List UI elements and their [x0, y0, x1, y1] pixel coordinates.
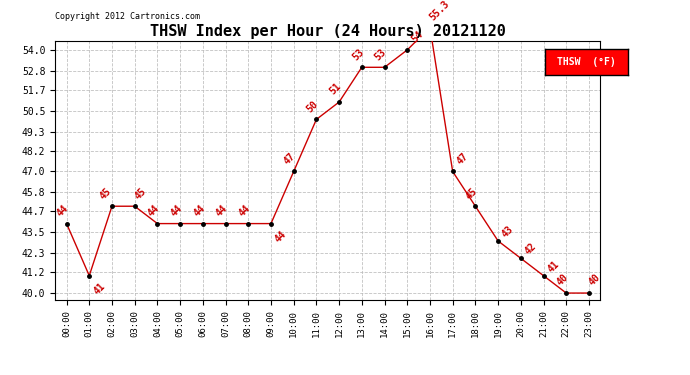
Text: 44: 44: [237, 203, 253, 218]
Text: 44: 44: [191, 203, 207, 218]
Text: 47: 47: [455, 151, 471, 166]
Text: 41: 41: [546, 259, 561, 274]
Text: Copyright 2012 Cartronics.com: Copyright 2012 Cartronics.com: [55, 12, 200, 21]
Text: 55.3: 55.3: [428, 0, 451, 22]
Text: 44: 44: [55, 203, 70, 218]
Text: 45: 45: [99, 186, 114, 201]
Text: 45: 45: [132, 186, 148, 201]
Text: 40: 40: [586, 273, 602, 288]
Text: 51: 51: [328, 81, 343, 97]
Text: 42: 42: [523, 241, 538, 256]
Text: 44: 44: [146, 203, 161, 218]
Text: 47: 47: [282, 151, 297, 166]
Text: 41: 41: [92, 281, 107, 297]
Text: 53: 53: [373, 47, 388, 62]
Text: 45: 45: [464, 186, 480, 201]
Text: 44: 44: [273, 229, 288, 244]
Text: 44: 44: [169, 203, 184, 218]
Text: 54: 54: [409, 29, 425, 45]
Text: 43: 43: [500, 224, 515, 239]
Title: THSW Index per Hour (24 Hours) 20121120: THSW Index per Hour (24 Hours) 20121120: [150, 24, 506, 39]
Text: 50: 50: [305, 99, 320, 114]
Text: 44: 44: [214, 203, 230, 218]
Text: THSW  (°F): THSW (°F): [557, 57, 616, 67]
Text: 53: 53: [351, 47, 366, 62]
Text: 40: 40: [555, 273, 570, 288]
